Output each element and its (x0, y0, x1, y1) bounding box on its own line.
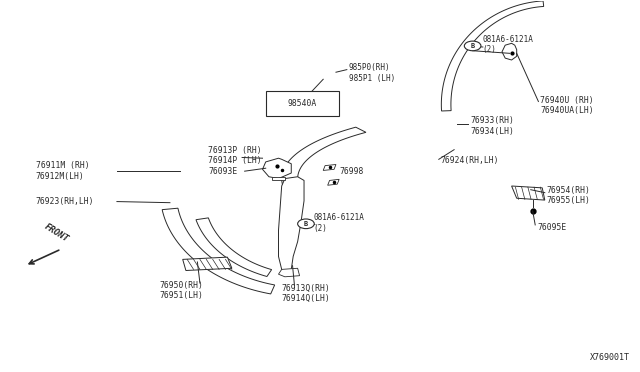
Text: 76924(RH,LH): 76924(RH,LH) (440, 156, 499, 165)
Text: B: B (304, 221, 308, 227)
Text: 081A6-6121A
(2): 081A6-6121A (2) (482, 35, 533, 54)
Text: 76998: 76998 (339, 167, 364, 176)
Polygon shape (278, 268, 300, 277)
FancyBboxPatch shape (266, 92, 339, 116)
Text: 985P0(RH)
985P1 (LH): 985P0(RH) 985P1 (LH) (349, 63, 395, 83)
Text: 76095E: 76095E (537, 223, 566, 232)
Polygon shape (182, 257, 232, 270)
Text: 76913Q(RH)
76914Q(LH): 76913Q(RH) 76914Q(LH) (282, 284, 330, 303)
Text: 98540A: 98540A (288, 99, 317, 108)
Polygon shape (442, 1, 544, 111)
Text: B: B (470, 43, 475, 49)
Polygon shape (162, 208, 275, 294)
Polygon shape (328, 179, 339, 185)
Polygon shape (262, 158, 291, 179)
Circle shape (465, 41, 481, 51)
Circle shape (298, 219, 314, 229)
Text: 76093E: 76093E (208, 167, 237, 176)
Polygon shape (323, 164, 336, 170)
Text: 76923(RH,LH): 76923(RH,LH) (36, 197, 94, 206)
Polygon shape (502, 43, 516, 60)
Text: 76913P (RH)
76914P (LH): 76913P (RH) 76914P (LH) (208, 146, 262, 165)
Polygon shape (511, 186, 545, 200)
Text: FRONT: FRONT (43, 222, 70, 244)
Text: 76954(RH)
76955(LH): 76954(RH) 76955(LH) (547, 186, 591, 205)
Polygon shape (272, 177, 285, 180)
Text: 76933(RH)
76934(LH): 76933(RH) 76934(LH) (470, 116, 514, 136)
Text: X769001T: X769001T (589, 353, 630, 362)
Polygon shape (282, 127, 366, 189)
Text: 76911M (RH)
76912M(LH): 76911M (RH) 76912M(LH) (36, 161, 90, 181)
Text: 76940U (RH)
76940UA(LH): 76940U (RH) 76940UA(LH) (540, 96, 594, 115)
Polygon shape (278, 177, 304, 275)
Text: 76950(RH)
76951(LH): 76950(RH) 76951(LH) (159, 281, 203, 300)
Text: 081A6-6121A
(2): 081A6-6121A (2) (314, 214, 365, 233)
Polygon shape (196, 218, 271, 276)
